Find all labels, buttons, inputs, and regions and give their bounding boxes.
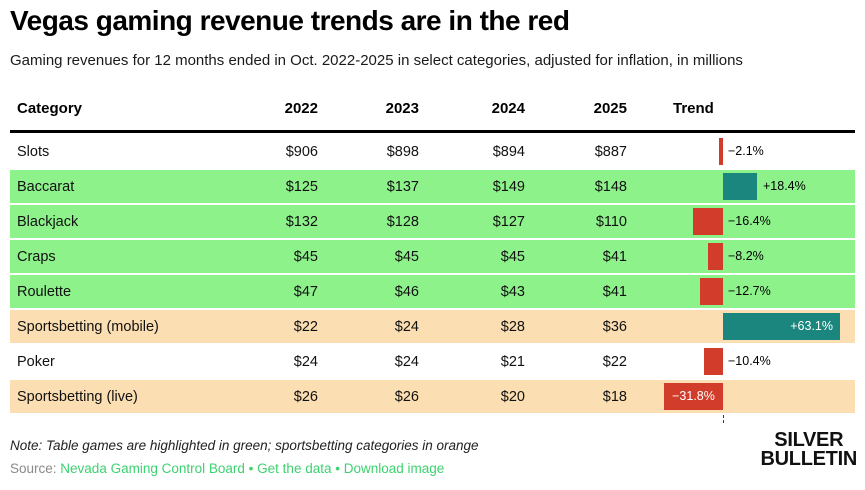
table-row: Slots $906 $898 $894 $887 −2.1% — [10, 135, 855, 168]
get-data-link[interactable]: Get the data — [257, 461, 332, 476]
value-2022: $132 — [285, 213, 318, 230]
value-2024: $894 — [492, 143, 525, 160]
value-2022: $906 — [285, 143, 318, 160]
value-2025: $41 — [602, 283, 627, 300]
trend-cell: +18.4% — [627, 170, 855, 203]
value-2022: $47 — [293, 283, 318, 300]
value-2024: $43 — [500, 283, 525, 300]
category-cell: Blackjack — [17, 213, 79, 230]
trend-cell: −8.2% — [627, 240, 855, 273]
value-2025: $110 — [595, 213, 627, 230]
trend-value: −2.1% — [728, 144, 764, 158]
value-2022: $125 — [285, 178, 318, 195]
trend-value: −10.4% — [728, 354, 771, 368]
trend-bar — [700, 278, 723, 305]
trend-bar — [704, 348, 723, 375]
value-2025: $148 — [594, 178, 627, 195]
source-link[interactable]: Nevada Gaming Control Board — [60, 461, 245, 476]
category-cell: Roulette — [17, 283, 72, 300]
value-2024: $45 — [500, 248, 525, 265]
value-2024: $21 — [500, 353, 525, 370]
trend-bar — [723, 313, 840, 340]
header-rule — [10, 130, 855, 133]
value-2023: $24 — [394, 318, 419, 335]
trend-value: −12.7% — [728, 284, 771, 298]
value-2022: $26 — [293, 388, 318, 405]
category-cell: Baccarat — [17, 178, 75, 195]
value-2023: $898 — [386, 143, 419, 160]
trend-cell: −12.7% — [627, 275, 855, 308]
value-2023: $26 — [394, 388, 419, 405]
trend-cell: +63.1% — [627, 310, 855, 343]
column-header-category: Category — [17, 100, 83, 117]
table-row: Sportsbetting (live) $26 $26 $20 $18 −31… — [10, 380, 855, 413]
value-2025: $22 — [602, 353, 627, 370]
category-cell: Sportsbetting (live) — [17, 388, 138, 405]
logo-line-1: SILVER — [774, 429, 844, 451]
table-header: Category 2022 2023 2024 2025 Trend — [10, 100, 855, 117]
value-2025: $36 — [602, 318, 627, 335]
value-2023: $24 — [394, 353, 419, 370]
trend-bar — [708, 243, 723, 270]
trend-value: +18.4% — [763, 179, 806, 193]
trend-value: −8.2% — [728, 249, 764, 263]
value-2025: $887 — [594, 143, 627, 160]
table-row: Poker $24 $24 $21 $22 −10.4% — [10, 345, 855, 378]
value-2023: $46 — [394, 283, 419, 300]
value-2023: $128 — [386, 213, 419, 230]
value-2022: $22 — [293, 318, 318, 335]
value-2024: $149 — [492, 178, 525, 195]
footnote: Note: Table games are highlighted in gre… — [10, 438, 479, 453]
separator-dot: • — [248, 461, 254, 476]
page-subtitle: Gaming revenues for 12 months ended in O… — [10, 52, 743, 69]
value-2022: $24 — [293, 353, 318, 370]
table-row: Roulette $47 $46 $43 $41 −12.7% — [10, 275, 855, 308]
trend-value: +63.1% — [790, 319, 833, 333]
category-cell: Poker — [17, 353, 55, 370]
value-2023: $137 — [386, 178, 419, 195]
trend-bar — [664, 383, 723, 410]
download-image-link[interactable]: Download image — [343, 461, 445, 476]
separator-dot: • — [335, 461, 340, 476]
value-2025: $41 — [602, 248, 627, 265]
trend-cell: −10.4% — [627, 345, 855, 378]
table-body: Slots $906 $898 $894 $887 −2.1% Baccarat… — [10, 135, 855, 423]
table-row: Blackjack $132 $128 $127 $110 −16.4% — [10, 205, 855, 238]
trend-cell: −2.1% — [627, 135, 855, 168]
column-header-2022: 2022 — [284, 100, 318, 117]
value-2023: $45 — [394, 248, 419, 265]
table-row: Baccarat $125 $137 $149 $148 +18.4% — [10, 170, 855, 203]
value-2024: $127 — [492, 213, 525, 230]
source-label: Source: — [10, 461, 57, 476]
column-header-2023: 2023 — [385, 100, 419, 117]
table-row: Craps $45 $45 $45 $41 −8.2% — [10, 240, 855, 273]
trend-cell: −16.4% — [627, 205, 855, 238]
value-2022: $45 — [293, 248, 318, 265]
trend-value: −31.8% — [672, 389, 715, 403]
trend-bar — [723, 173, 757, 200]
page-title: Vegas gaming revenue trends are in the r… — [10, 5, 570, 36]
column-header-2025: 2025 — [593, 100, 627, 117]
category-cell: Slots — [17, 143, 50, 160]
trend-value: −16.4% — [728, 214, 771, 228]
category-cell: Sportsbetting (mobile) — [17, 318, 159, 335]
value-2025: $18 — [602, 388, 627, 405]
silver-bulletin-logo: SILVER BULLETIN — [760, 429, 858, 471]
category-cell: Craps — [17, 248, 56, 265]
trend-bar — [693, 208, 723, 235]
value-2024: $20 — [500, 388, 525, 405]
value-2024: $28 — [500, 318, 525, 335]
table-row: Sportsbetting (mobile) $22 $24 $28 $36 +… — [10, 310, 855, 343]
column-header-2024: 2024 — [491, 100, 525, 117]
source-line: Source: Nevada Gaming Control Board • Ge… — [10, 461, 444, 476]
trend-cell: −31.8% — [627, 380, 855, 413]
logo-line-2: BULLETIN — [760, 448, 858, 471]
trend-bar — [719, 138, 723, 165]
column-header-trend: Trend — [673, 100, 714, 117]
